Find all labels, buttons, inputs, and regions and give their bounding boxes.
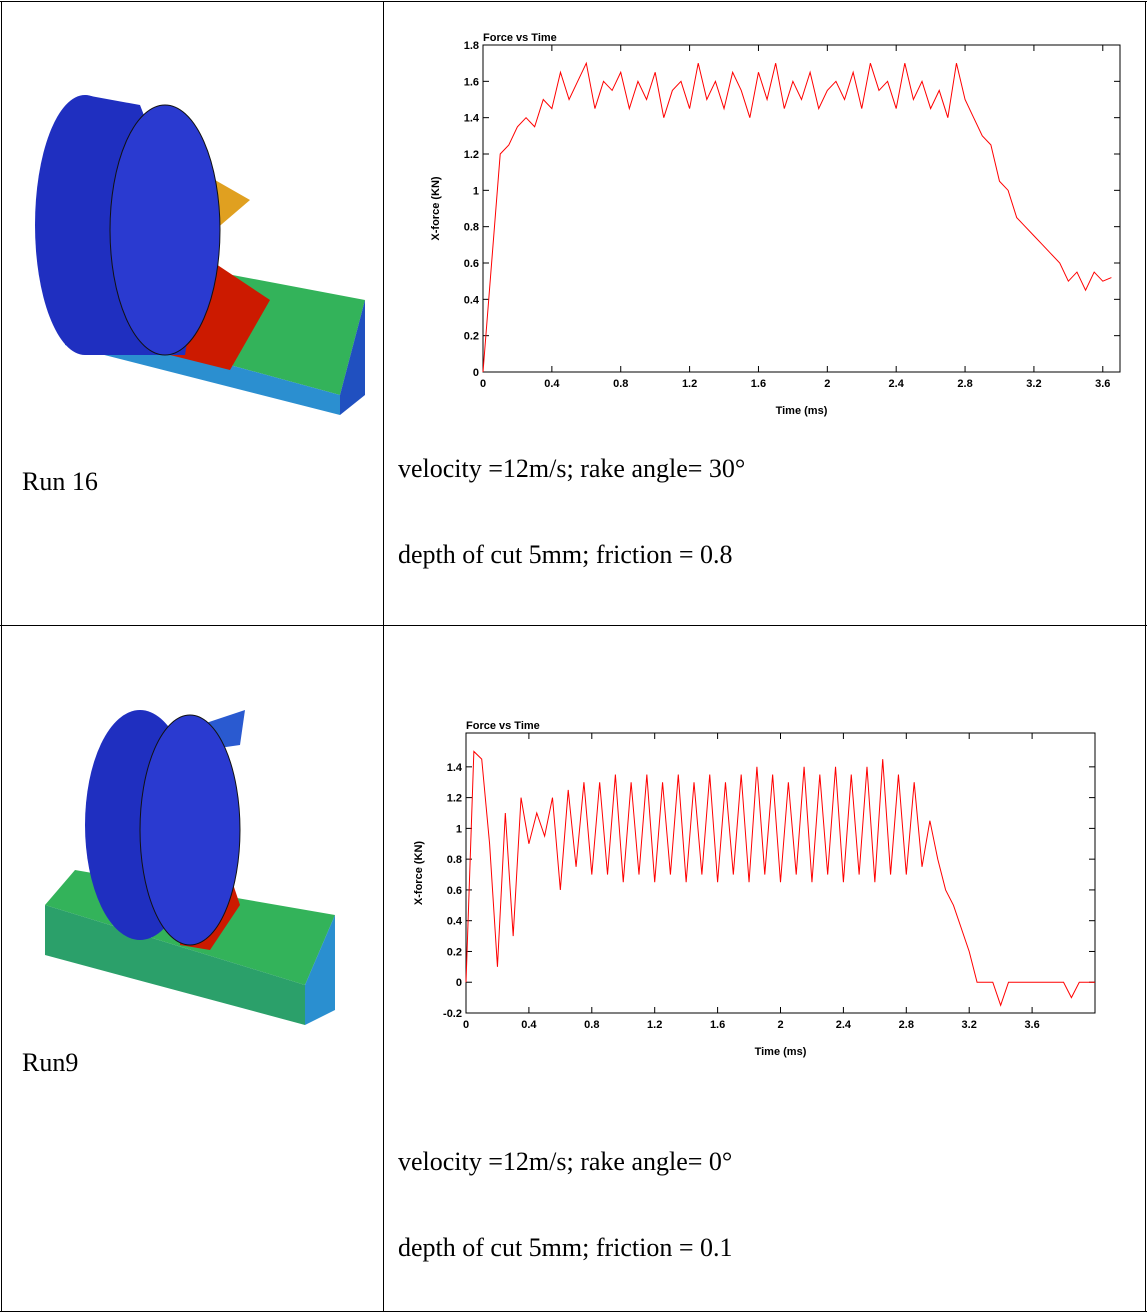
y-tick-label: 0.6 [464,258,479,270]
chart-title: Force vs Time [483,32,557,44]
caption: velocity =12m/s; rake angle= 30° [398,454,746,483]
x-tick-label: 2.4 [889,378,905,390]
x-tick-label: 0.8 [584,1019,599,1031]
y-tick-label: 0.8 [447,854,462,866]
y-tick-label: 0 [456,977,462,989]
y-tick-label: 0.6 [447,885,462,897]
plot-frame [482,44,1121,373]
y-tick-label: 0 [473,367,479,379]
y-tick-label: 1.4 [464,113,480,125]
x-tick-label: 1.2 [647,1019,662,1031]
simulation-run16 [35,95,365,415]
y-tick-label: 0.4 [447,916,463,928]
y-tick-label: 1.2 [447,793,462,805]
chart-title: Force vs Time [466,720,540,732]
x-tick-label: 3.6 [1095,378,1110,390]
run-label: Run 16 [22,467,98,496]
y-axis-label: X-force (KN) [430,176,442,241]
y-tick-label: -0.2 [443,1008,462,1020]
x-tick-label: 3.2 [962,1019,977,1031]
x-tick-label: 2.4 [836,1019,852,1031]
y-tick-label: 0.2 [464,331,479,343]
force-line [482,61,1112,373]
y-tick-label: 1 [473,185,479,197]
x-tick-label: 0.4 [544,378,560,390]
force-line [465,750,1095,1007]
border [1,1,2,1312]
x-tick-label: 2.8 [957,378,972,390]
x-tick-label: 0 [480,378,486,390]
y-tick-label: 1.6 [464,76,479,88]
simulation-images [35,95,365,1025]
plot-frame [465,732,1096,1014]
x-axis-label: Time (ms) [776,405,828,417]
y-tick-label: 1.8 [464,40,479,52]
x-tick-label: 3.2 [1026,378,1041,390]
y-tick-label: 0.8 [464,222,479,234]
caption: depth of cut 5mm; friction = 0.1 [398,1233,733,1262]
y-tick-label: 0.2 [447,946,462,958]
y-tick-label: 1 [456,823,462,835]
border [0,625,1147,626]
border [383,1,384,1312]
caption: depth of cut 5mm; friction = 0.8 [398,540,733,569]
x-tick-label: 1.2 [682,378,697,390]
x-tick-label: 0 [463,1019,469,1031]
simulation-run9 [45,710,335,1025]
x-tick-label: 2.8 [899,1019,914,1031]
x-tick-label: 2 [824,378,830,390]
x-tick-label: 0.8 [613,378,628,390]
y-tick-label: 1.2 [464,149,479,161]
x-axis-label: Time (ms) [755,1046,807,1058]
y-tick-label: 1.4 [447,762,463,774]
x-tick-label: 2 [777,1019,783,1031]
x-tick-label: 1.6 [751,378,766,390]
caption: velocity =12m/s; rake angle= 0° [398,1147,733,1176]
x-tick-label: 0.4 [521,1019,537,1031]
x-tick-label: 3.6 [1024,1019,1039,1031]
x-tick-label: 1.6 [710,1019,725,1031]
border [0,1,1147,2]
border [1145,1,1146,1312]
y-axis-label: X-force (KN) [413,841,425,906]
border [0,1311,1147,1312]
y-tick-label: 0.4 [464,294,480,306]
run-label: Run9 [22,1048,79,1077]
